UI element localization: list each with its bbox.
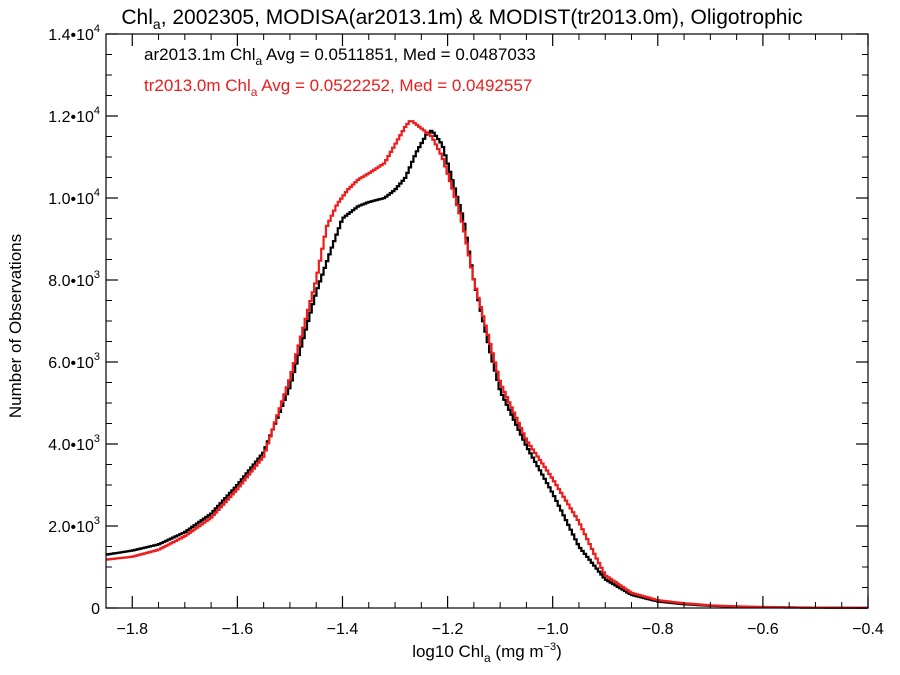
legend-entry-red-prefix: tr2013.0m Chl (144, 76, 251, 95)
x-axis-title: log10 Chla (mg m−3) (412, 641, 562, 665)
y-tick-label: 8.0•103 (48, 269, 100, 290)
chart-title-prefix: Chl (121, 6, 153, 29)
legend-entry-black: ar2013.1m Chla Avg = 0.0511851, Med = 0.… (144, 45, 536, 68)
axis-layer: −1.8 −1.6 −1.4 −1.2 −1.0 −0.8 −0.6 −0.4 0 2.0•103… (48, 23, 884, 638)
histogram-series-black (106, 129, 869, 609)
x-axis-title-end: ) (556, 642, 562, 661)
x-axis-title-prefix: log10 Chl (412, 642, 484, 661)
x-tick-label: −1.6 (222, 621, 254, 638)
y-tick-label: 1.0•104 (48, 187, 100, 208)
x-tick-label: −1.2 (432, 621, 464, 638)
y-tick-label: 1.4•104 (48, 23, 100, 44)
y-tick-label: 0 (91, 601, 100, 618)
chart-title: Chla, 2002305, MODISA(ar2013.1m) & MODIS… (121, 6, 802, 32)
legend-entry-red-rest: Avg = 0.0522252, Med = 0.0492557 (257, 76, 532, 95)
histogram-series-red (106, 120, 869, 609)
x-axis-title-superscript: −3 (544, 641, 557, 653)
x-tick-label: −1.8 (116, 621, 148, 638)
y-tick-label: 1.2•104 (48, 105, 100, 126)
legend-entry-red: tr2013.0m Chla Avg = 0.0522252, Med = 0.… (144, 76, 532, 99)
x-tick-label: −0.6 (747, 621, 779, 638)
chart-title-rest: , 2002305, MODISA(ar2013.1m) & MODIST(tr… (161, 6, 803, 29)
x-axis-title-subscript: a (484, 651, 491, 665)
x-tick-label: −1.4 (327, 621, 359, 638)
x-tick-label: −1.0 (537, 621, 569, 638)
y-tick-label: 6.0•103 (48, 351, 100, 372)
legend-entry-black-rest: Avg = 0.0511851, Med = 0.0487033 (262, 45, 536, 64)
chart-title-subscript: a (153, 16, 161, 32)
y-tick-label: 2.0•103 (48, 515, 100, 536)
plot-frame (105, 33, 869, 609)
legend-entry-red-subscript: a (251, 85, 258, 99)
x-tick-label: −0.4 (852, 621, 884, 638)
y-axis-title: Number of Observations (6, 234, 25, 418)
legend-entry-black-prefix: ar2013.1m Chl (144, 45, 256, 64)
x-tick-label: −0.8 (642, 621, 674, 638)
x-axis-title-mid: (mg m (491, 642, 544, 661)
legend-entry-black-subscript: a (256, 54, 263, 68)
series-layer (106, 120, 869, 609)
y-tick-label: 4.0•103 (48, 433, 100, 454)
